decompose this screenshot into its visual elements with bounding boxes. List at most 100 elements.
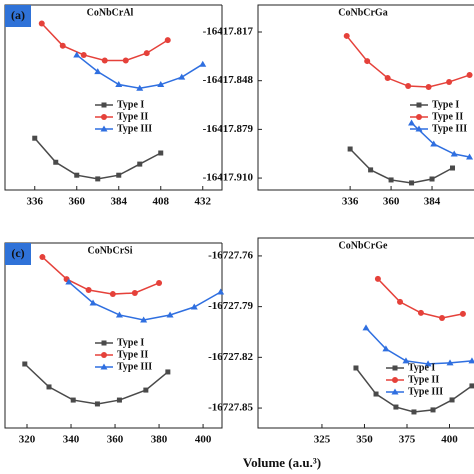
panel-label-box: [5, 5, 31, 27]
marker: [131, 289, 138, 296]
marker: [46, 384, 52, 390]
x-tick-label: 320: [19, 434, 36, 446]
marker: [166, 311, 174, 318]
legend-label: Type I: [408, 362, 435, 373]
marker: [430, 407, 436, 413]
marker: [450, 150, 458, 157]
marker: [353, 365, 359, 371]
series-line: [34, 137, 162, 180]
marker: [143, 50, 150, 57]
y-tick-label: -16727.76: [208, 249, 253, 261]
axes-frame: [4, 242, 223, 429]
marker: [116, 172, 122, 178]
marker: [424, 360, 432, 367]
marker: [89, 299, 97, 306]
marker: [53, 159, 59, 165]
marker: [73, 51, 81, 58]
x-tick-label: 325: [314, 434, 331, 446]
x-tick-label: 360: [69, 196, 86, 208]
marker: [165, 369, 171, 375]
marker: [137, 161, 143, 167]
marker: [39, 254, 46, 261]
x-tick-label: 350: [356, 434, 373, 446]
marker: [199, 60, 207, 67]
marker: [429, 176, 435, 182]
panel-label: (c): [11, 246, 24, 260]
marker: [115, 311, 123, 318]
marker: [158, 150, 164, 156]
series-line: [411, 122, 470, 158]
marker: [466, 72, 473, 79]
axes-frame: [257, 237, 474, 429]
series-line: [365, 327, 473, 365]
y-tick-label: -16417.817: [203, 26, 254, 38]
marker: [115, 81, 123, 88]
series-line: [68, 281, 222, 321]
marker: [368, 167, 374, 173]
x-tick-label: 384: [111, 196, 128, 208]
legend-label: Type II: [432, 111, 463, 122]
x-tick-label: 360: [107, 434, 124, 446]
marker: [466, 153, 474, 160]
legend-label: Type III: [432, 123, 467, 134]
y-tick-label: -16727.79: [208, 300, 253, 312]
series-line: [41, 256, 160, 295]
marker: [100, 125, 108, 132]
marker: [388, 177, 394, 183]
marker: [392, 377, 398, 383]
marker: [439, 314, 446, 321]
marker: [417, 309, 424, 316]
marker: [101, 57, 108, 64]
panel: 325 350 375 400 -16727.76 -16727.79 -16727.82 -…: [208, 237, 474, 446]
series-line: [349, 148, 453, 184]
marker: [100, 363, 108, 370]
marker: [392, 365, 398, 371]
panel-label-box: [5, 243, 31, 265]
marker: [59, 42, 66, 49]
marker: [411, 409, 417, 415]
marker: [415, 125, 423, 132]
marker: [347, 146, 353, 152]
x-tick-label: 340: [63, 434, 80, 446]
panel-title: CoNbCrGe: [339, 240, 388, 251]
marker: [459, 310, 466, 317]
legend-label: Type II: [408, 374, 439, 385]
marker: [217, 288, 225, 295]
marker: [382, 345, 390, 352]
x-tick-label: 400: [195, 434, 212, 446]
marker: [136, 84, 144, 91]
x-tick-label: 408: [153, 196, 170, 208]
marker: [446, 78, 453, 85]
panel-title: CoNbCrGa: [338, 7, 387, 18]
marker: [116, 397, 122, 403]
y-tick-label: -16727.85: [208, 402, 253, 414]
marker: [374, 275, 381, 282]
x-tick-label: 336: [342, 196, 359, 208]
axes-frame: [257, 4, 474, 191]
marker: [391, 388, 399, 395]
y-tick-label: -16727.82: [208, 351, 253, 363]
y-tick-label: -16417.879: [203, 123, 254, 135]
marker: [74, 172, 80, 178]
x-tick-label: 400: [441, 434, 458, 446]
series-line: [76, 54, 204, 90]
legend-label: Type II: [117, 349, 148, 360]
y-tick-label: -16417.848: [203, 74, 254, 86]
marker: [405, 83, 412, 90]
marker: [409, 180, 415, 186]
marker: [143, 387, 149, 393]
marker: [65, 278, 73, 285]
panel-label: (a): [11, 8, 25, 22]
legend-label: Type III: [117, 123, 152, 134]
marker: [101, 352, 107, 358]
marker: [156, 279, 163, 286]
marker: [469, 383, 474, 389]
panel-title: CoNbCrSi: [87, 245, 132, 256]
x-tick-label: 375: [399, 434, 416, 446]
legend-label: Type III: [117, 361, 152, 372]
panel: 336 360 384 -16417.817 -16417.848 -16417.879 -…: [203, 4, 474, 208]
marker: [85, 286, 92, 293]
marker: [164, 37, 171, 44]
x-tick-label: 380: [151, 434, 168, 446]
